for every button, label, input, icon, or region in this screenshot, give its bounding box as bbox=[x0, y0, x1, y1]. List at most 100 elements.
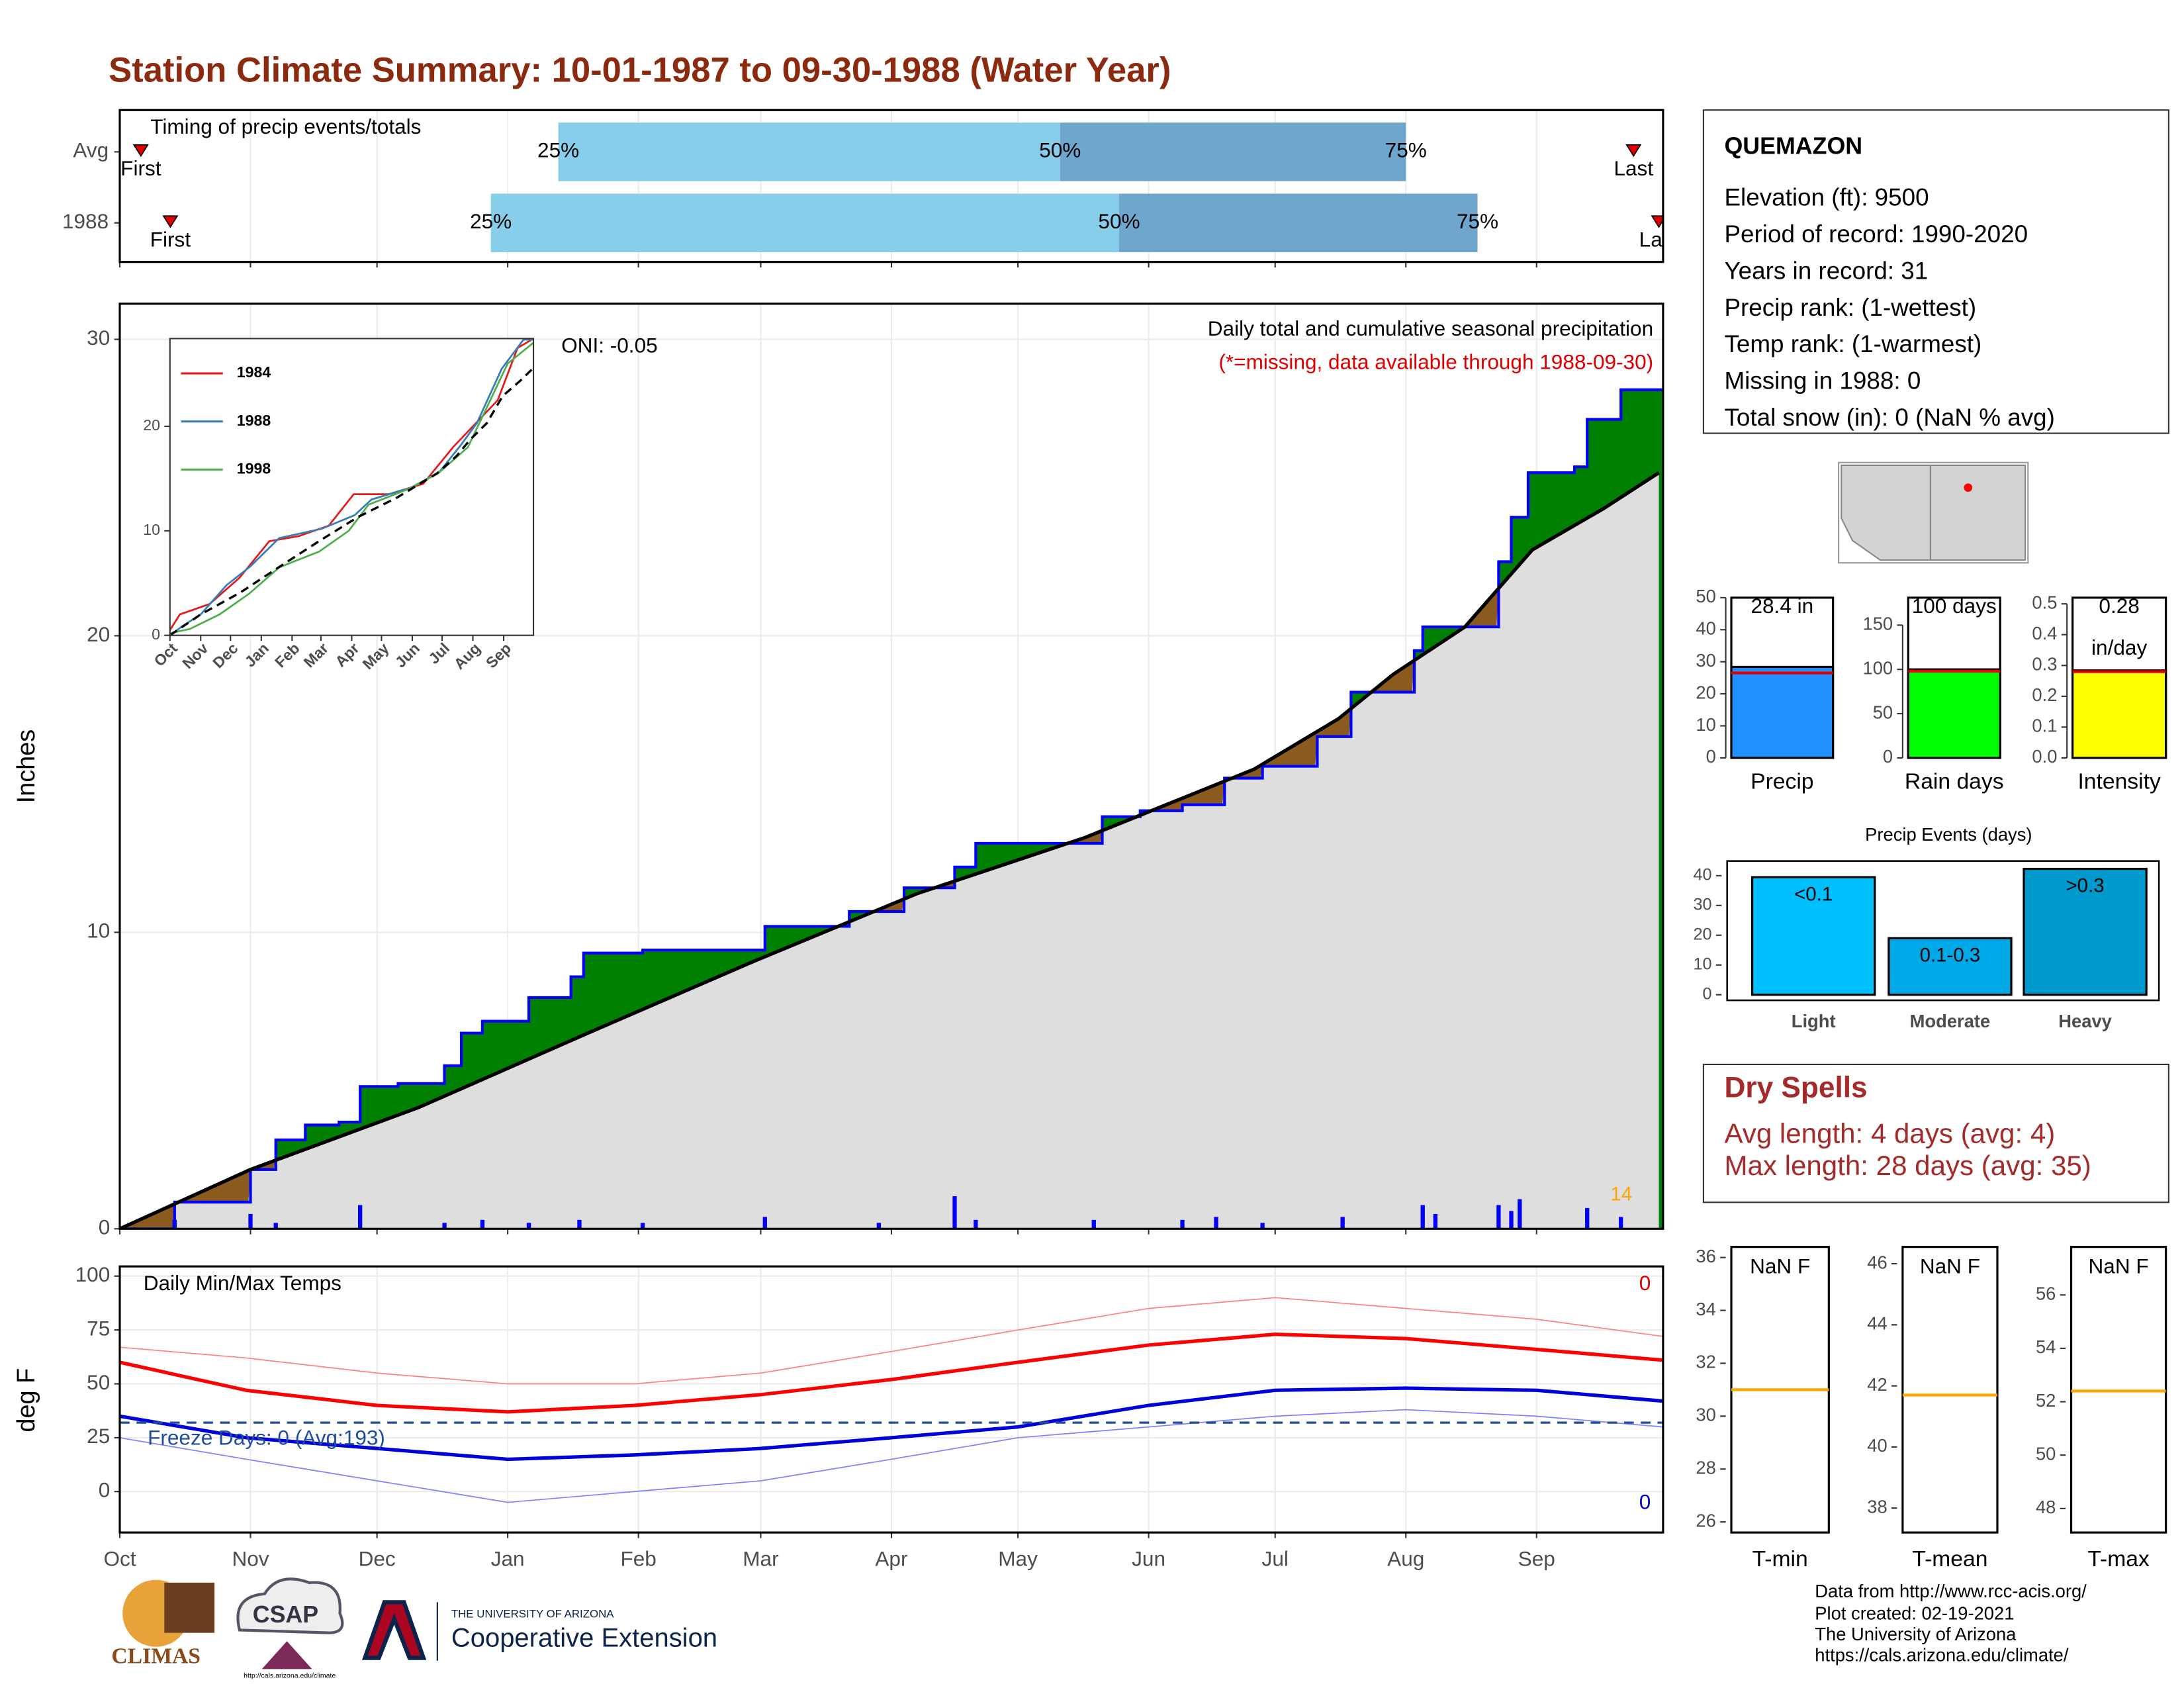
event-label: First bbox=[150, 227, 191, 251]
y-tick-label: 25 bbox=[87, 1424, 110, 1448]
inset-line bbox=[169, 342, 534, 634]
max-count: 0 bbox=[1639, 1271, 1651, 1295]
panel-border bbox=[118, 1265, 1664, 1534]
csap-logo: CSAP bbox=[253, 1601, 318, 1628]
dry-spells-line: Avg length: 4 days (avg: 4) bbox=[1724, 1117, 2055, 1149]
x-tick-label: Jul bbox=[1262, 1547, 1289, 1571]
y-tick-label: 20 bbox=[1693, 925, 1711, 943]
quartile-label: 25% bbox=[470, 209, 512, 233]
daily-bar bbox=[974, 1219, 978, 1229]
y-tick-label: 44 bbox=[1867, 1313, 1887, 1334]
y-tick-label: 0.3 bbox=[2032, 654, 2057, 675]
daily-bar bbox=[876, 1223, 881, 1229]
gauge-value: 28.4 in bbox=[1751, 594, 1813, 618]
event-marker bbox=[1625, 144, 1642, 158]
y-axis-label: Inches bbox=[13, 729, 40, 804]
y-tick-label: 0.2 bbox=[2032, 684, 2057, 705]
station-line: Missing in 1988: 0 bbox=[1724, 367, 1921, 394]
map bbox=[1838, 461, 2029, 564]
footer-line: Plot created: 02-19-2021 bbox=[1815, 1603, 2014, 1624]
bar-value-label: 0.1-0.3 bbox=[1920, 944, 1981, 966]
base-area bbox=[119, 473, 1659, 1229]
event-label: Last bbox=[1639, 227, 1679, 251]
dry-spells-title: Dry Spells bbox=[1724, 1072, 1867, 1104]
y-tick-label: 26 bbox=[1696, 1510, 1715, 1530]
x-tick-label: Dec bbox=[359, 1547, 396, 1571]
daily-bar bbox=[1214, 1217, 1218, 1229]
x-tick-label: Aug bbox=[1387, 1547, 1424, 1571]
temp-line bbox=[119, 1297, 1663, 1385]
y-tick-label: Avg bbox=[73, 138, 109, 162]
daily-bar bbox=[640, 1223, 645, 1229]
y-tick-label: 28 bbox=[1696, 1457, 1715, 1477]
legend-label: 1998 bbox=[237, 459, 271, 477]
panel-title: Daily total and cumulative seasonal prec… bbox=[1208, 316, 1653, 340]
footer-line: https://cals.arizona.edu/climate/ bbox=[1815, 1645, 2069, 1665]
daily-bar bbox=[577, 1219, 582, 1229]
temp-line bbox=[119, 1333, 1663, 1414]
inset-line bbox=[169, 338, 534, 636]
y-tick-label: 10 bbox=[1696, 714, 1715, 735]
daily-bar bbox=[442, 1223, 447, 1229]
logos: CLIMAS CSAP http://cals.arizona.edu/clim… bbox=[111, 1577, 717, 1680]
min-count: 0 bbox=[1639, 1489, 1651, 1513]
y-tick-label: 40 bbox=[1867, 1435, 1887, 1456]
gauge-label: Rain days bbox=[1905, 770, 2004, 794]
station-line: Temp rank: (1-warmest) bbox=[1724, 330, 1981, 357]
event-label: Last bbox=[1614, 156, 1653, 180]
y-tick-label: 30 bbox=[1696, 650, 1715, 671]
dry-spells-box bbox=[1702, 1063, 2169, 1203]
y-tick-label: 0 bbox=[1883, 746, 1893, 767]
y-tick-label: 0.4 bbox=[2032, 623, 2057, 643]
temp-line bbox=[119, 1386, 1663, 1462]
y-tick-label: 1988 bbox=[62, 209, 109, 233]
bar-value-label: >0.3 bbox=[2066, 875, 2104, 897]
daily-bar bbox=[1180, 1219, 1185, 1229]
y-axis-label: deg F bbox=[13, 1368, 40, 1432]
inset-border bbox=[169, 338, 535, 636]
legend-label: 1988 bbox=[237, 412, 271, 429]
y-tick-label: 10 bbox=[1693, 955, 1711, 973]
x-tick-label: Sep bbox=[1518, 1547, 1555, 1571]
quartile-bar bbox=[490, 193, 1119, 252]
state-new-mexico bbox=[1929, 464, 2026, 561]
y-tick-label: 56 bbox=[2036, 1283, 2056, 1303]
y-tick-label: 50 bbox=[2036, 1443, 2056, 1464]
count-label: 14 bbox=[1610, 1184, 1632, 1205]
daily-bar bbox=[1260, 1223, 1265, 1229]
timing-marks: 25% 50% 75% First Last 25% 50% 75% First Last bbox=[120, 122, 1679, 252]
y-tick-label: 20 bbox=[143, 416, 160, 434]
station-line: Period of record: 1990-2020 bbox=[1724, 220, 2028, 248]
y-tick-label: 100 bbox=[75, 1262, 111, 1286]
daily-bar bbox=[1619, 1217, 1623, 1229]
daily-bar bbox=[1433, 1213, 1437, 1229]
y-tick-label: 48 bbox=[2036, 1497, 2056, 1517]
daily-bar bbox=[1091, 1219, 1096, 1229]
x-tick-label: Heavy bbox=[2058, 1011, 2112, 1031]
y-tick-label: 36 bbox=[1696, 1246, 1715, 1266]
daily-bar bbox=[1496, 1205, 1501, 1229]
quartile-bar bbox=[1118, 193, 1478, 252]
daily-bar bbox=[1340, 1217, 1345, 1229]
daily-bar bbox=[762, 1217, 767, 1229]
x-tick-label: Apr bbox=[875, 1547, 907, 1571]
y-tick-label: 42 bbox=[1867, 1374, 1887, 1395]
climas-emblem bbox=[164, 1582, 215, 1633]
y-tick-label: 0 bbox=[152, 626, 160, 643]
panel-subtitle: (*=missing, data available through 1988-… bbox=[1218, 350, 1653, 374]
y-tick-label: 50 bbox=[1873, 702, 1893, 722]
daily-bar bbox=[1509, 1211, 1514, 1229]
y-tick-label: 50 bbox=[87, 1370, 110, 1394]
ua-logo-a bbox=[361, 1600, 427, 1660]
station-name: QUEMAZON bbox=[1724, 133, 1862, 160]
gauge-label: T-min bbox=[1752, 1547, 1808, 1571]
page-title: Station Climate Summary: 10-01-1987 to 0… bbox=[109, 50, 1171, 89]
y-tick-label: 10 bbox=[143, 521, 160, 538]
inset-line bbox=[169, 338, 534, 631]
csap-cloud bbox=[236, 1577, 344, 1634]
y-tick-label: 46 bbox=[1867, 1252, 1887, 1272]
station-line: Elevation (ft): 9500 bbox=[1724, 184, 1929, 211]
event-marker bbox=[162, 215, 179, 228]
bar bbox=[2023, 867, 2148, 996]
